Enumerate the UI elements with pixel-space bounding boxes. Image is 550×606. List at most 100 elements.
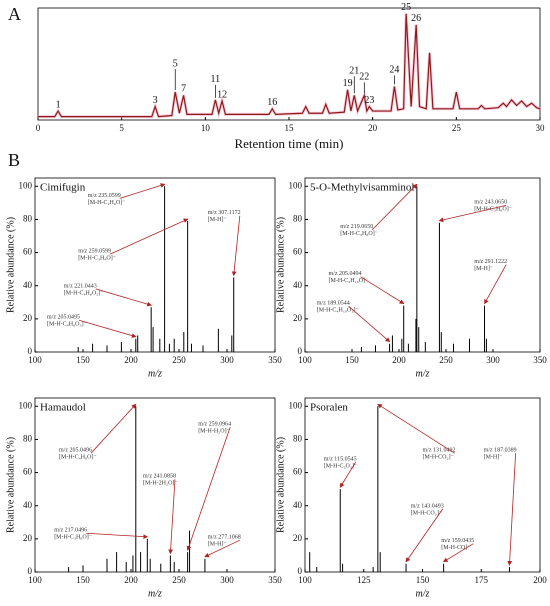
y-tick-label: 0: [28, 566, 33, 576]
y-tick-label: 60: [293, 467, 303, 477]
annotation-mz: m/z 307.1172: [208, 210, 241, 216]
peak-label: 22: [359, 72, 369, 83]
trace: [38, 13, 541, 118]
annotation-arrow: [371, 183, 418, 231]
annotation-arrow: [405, 508, 444, 563]
annotation-mz: m/z 205.0496: [59, 448, 92, 454]
x-tick-label: 125: [357, 575, 371, 585]
annotation-mz: m/z 159.0435: [441, 538, 474, 544]
spectrum-title: Cimifugin: [40, 182, 86, 194]
panel-label: B: [8, 150, 20, 170]
x-axis-label: Retention time (min): [234, 136, 343, 151]
annotation-arrow: [86, 532, 149, 540]
y-tick-label: 0: [298, 566, 303, 576]
annotation-ion: [M-H-CO]⁻: [441, 545, 470, 551]
annotation-arrow: [110, 218, 189, 255]
x-tick-label: 250: [172, 355, 186, 365]
x-tick-label: 100: [28, 575, 42, 585]
annotation-ion: [M-H-C₄H₆O₂]⁻: [64, 290, 104, 296]
y-axis-label: Relative abundance (%): [5, 437, 16, 533]
annotation-ion: [M-H-2H₂O]⁻: [143, 481, 178, 487]
peak-label: 1: [56, 99, 61, 110]
spectrum-title: 5-O-Methylvisamminol: [310, 182, 415, 194]
x-tick-label: 100: [298, 355, 312, 365]
y-tick-label: 20: [293, 533, 303, 543]
trace-halo: [38, 13, 541, 120]
y-tick-label: 100: [19, 180, 33, 190]
x-tick-label: 0: [36, 123, 41, 133]
annotation-arrow: [484, 264, 507, 305]
x-axis-label: m/z: [416, 588, 430, 599]
plot-frame: [304, 177, 541, 353]
x-tick-label: 100: [28, 355, 42, 365]
x-tick-label: 250: [439, 355, 453, 365]
y-tick-label: 60: [293, 247, 303, 257]
y-tick-label: 100: [289, 400, 303, 410]
peak-label: 25: [401, 2, 411, 13]
x-tick-label: 300: [486, 355, 500, 365]
y-tick-label: 40: [293, 500, 303, 510]
peak-label: 3: [153, 95, 158, 106]
x-axis-label: m/z: [148, 588, 162, 599]
x-tick-label: 5: [119, 123, 124, 133]
annotation-arrow: [339, 461, 357, 488]
x-axis-label: m/z: [148, 368, 162, 379]
spectrum-title: Psoralen: [310, 402, 348, 414]
annotation-mz: m/z 217.0496: [54, 528, 87, 534]
peak-label: 16: [267, 97, 277, 108]
annotation-ion: [M-H-CO₂]⁻: [411, 510, 442, 516]
annotation-mz: m/z 221.0443: [64, 283, 97, 289]
annotation-mz: m/z 259.0964: [198, 421, 231, 427]
annotation-arrow: [377, 403, 455, 454]
annotation-ion: [M-H-C₂H₆O]⁻: [474, 207, 512, 213]
annotation-mz: m/z 277.1068: [208, 535, 241, 541]
annotation-ion: [M-H-C₄H₁₀O₂]⁻: [317, 308, 359, 314]
x-tick-label: 150: [76, 575, 90, 585]
annotation-arrow: [78, 319, 137, 338]
y-tick-label: 20: [23, 313, 33, 323]
x-tick-label: 200: [124, 575, 138, 585]
y-tick-label: 40: [293, 280, 303, 290]
y-tick-label: 100: [289, 180, 303, 190]
annotation-arrow: [90, 403, 137, 454]
annotation-arrow: [204, 539, 240, 558]
peak-label: 7: [181, 84, 186, 95]
x-tick-label: 300: [220, 355, 234, 365]
x-tick-label: 100: [298, 575, 312, 585]
y-tick-label: 0: [298, 346, 303, 356]
y-tick-label: 60: [23, 247, 33, 257]
x-tick-label: 10: [201, 123, 211, 133]
annotation-mz: m/z 189.0544: [317, 301, 350, 307]
annotation-arrow: [507, 453, 516, 566]
annotation-ion: [M-H-C₄H₈O]⁻: [59, 455, 97, 461]
y-axis-label: Relative abundance (%): [5, 217, 16, 313]
annotation-mz: m/z 187.0389: [484, 448, 517, 454]
y-tick-label: 0: [28, 346, 33, 356]
x-tick-label: 350: [268, 355, 282, 365]
annotation-mz: m/z 235.0599: [88, 193, 121, 199]
x-tick-label: 300: [220, 575, 234, 585]
x-tick-label: 150: [76, 355, 90, 365]
y-tick-label: 20: [293, 313, 303, 323]
peak-label: 12: [217, 89, 227, 100]
plot-frame: [37, 7, 541, 121]
peak-label: 26: [411, 13, 421, 24]
annotation-arrow: [119, 183, 166, 199]
x-tick-label: 200: [124, 355, 138, 365]
annotation-ion: [M-H-H₂O]⁻: [198, 428, 230, 434]
y-tick-label: 80: [293, 433, 303, 443]
y-tick-label: 40: [23, 280, 33, 290]
annotation-ion: [M-H-C₄H₆O₃]⁻: [47, 322, 87, 328]
annotation-arrow: [442, 543, 474, 563]
x-tick-label: 175: [475, 575, 489, 585]
annotation-ion: [M-H]⁻: [484, 455, 503, 461]
annotation-ion: [M-H]⁻: [208, 217, 227, 223]
y-axis-label: Relative abundance (%): [275, 217, 286, 313]
x-tick-label: 15: [285, 123, 295, 133]
annotation-arrow: [360, 276, 405, 305]
x-axis-label: m/z: [416, 368, 430, 379]
annotation-ion: [M-H-C₂O₃]⁻: [324, 463, 357, 469]
annotation-arrow: [231, 215, 241, 277]
y-axis-label: Relative abundance (%): [275, 437, 286, 533]
